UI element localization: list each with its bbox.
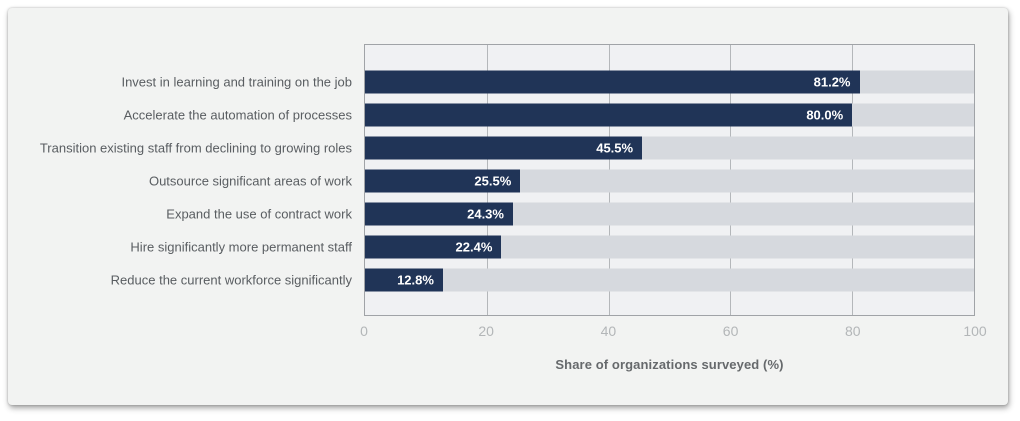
x-axis-tick-label: 80 [845,323,861,339]
bar-track: 80.0% [365,103,974,127]
bar-value-label: 24.3% [467,206,504,222]
bar-value-label: 12.8% [397,272,434,288]
bar-track: 25.5% [365,169,974,193]
bar: 22.4% [365,235,502,259]
bar-row: Outsource significant areas of work 25.5% [149,164,974,197]
x-axis-tick-labels: 0 20 40 60 80 100 [360,323,987,341]
x-axis-tick-label: 60 [722,323,739,339]
bar-row: Expand the use of contract work 24.3% [166,198,974,231]
x-axis-tick-label: 0 [360,323,368,339]
bar-row: Transition existing staff from declining… [40,131,974,164]
category-label: Transition existing staff from declining… [39,140,352,156]
bar-value-label: 45.5% [596,140,634,156]
bar-track: 22.4% [365,235,974,259]
bar-row: Accelerate the automation of processes 80… [124,98,974,131]
bar-value-label: 25.5% [474,173,512,189]
category-label: Accelerate the automation of processes [123,107,352,123]
x-axis-tick-label: 100 [963,323,987,339]
category-label: Outsource significant areas of work [148,173,352,189]
bar-track: 45.5% [365,136,974,160]
bar-value-label: 80.0% [806,107,844,123]
category-label: Expand the use of contract work [166,206,352,222]
plot-area: Invest in learning and training on the j… [40,44,975,316]
bar: 12.8% [365,268,443,292]
category-label: Invest in learning and training on the j… [121,74,352,90]
bar-track: 24.3% [365,202,974,226]
x-axis-title: Share of organizations surveyed (%) [555,357,784,372]
chart-card: Invest in learning and training on the j… [8,8,1008,405]
bar: 24.3% [365,202,513,226]
bar-track: 81.2% [365,70,974,94]
bar-row: Reduce the current workforce significant… [111,264,974,297]
category-label: Reduce the current workforce significant… [110,272,352,288]
bar-rows: Invest in learning and training on the j… [40,45,974,315]
bar-row: Invest in learning and training on the j… [121,65,974,98]
bar-row: Hire significantly more permanent staff 2… [130,231,974,264]
category-label: Hire significantly more permanent staff [130,239,352,255]
bar: 45.5% [365,136,643,160]
bar-track: 12.8% [365,268,974,292]
bar: 81.2% [365,70,860,94]
bar-value-label: 81.2% [813,74,851,90]
x-axis-tick-label: 20 [478,323,494,339]
bar: 80.0% [365,103,853,127]
x-axis-tick-label: 40 [600,323,617,339]
bar: 25.5% [365,169,521,193]
bar-value-label: 22.4% [455,239,493,255]
